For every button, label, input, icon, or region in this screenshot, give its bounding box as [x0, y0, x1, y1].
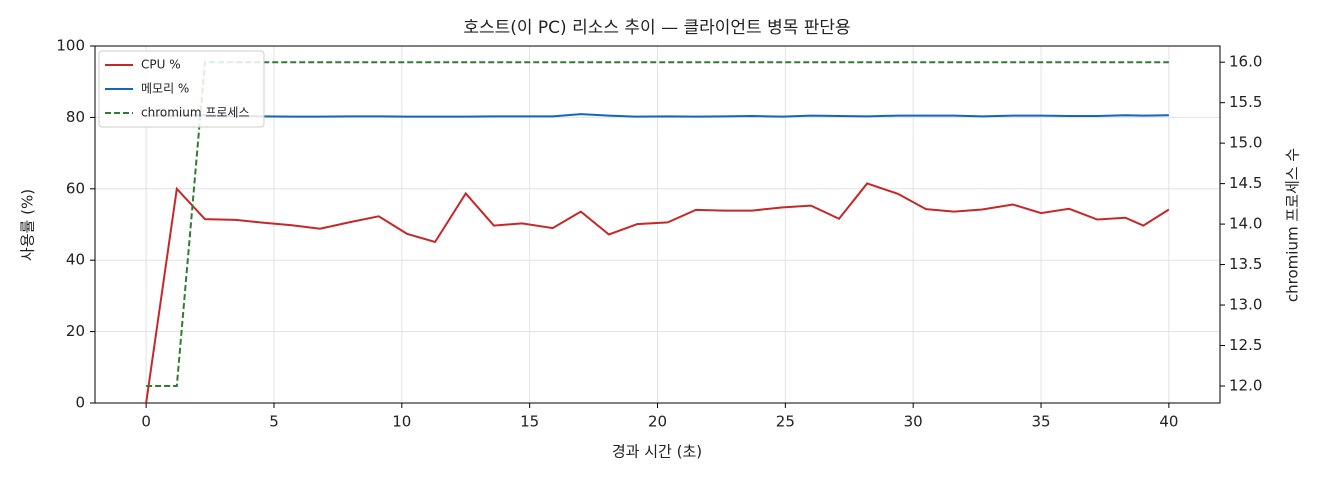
legend-box [98, 50, 265, 128]
plot-frame [94, 45, 1221, 404]
x-tick-label: 35 [1031, 413, 1050, 431]
y2-tick-label: 13.0 [1229, 296, 1262, 314]
x-tick-label: 10 [392, 413, 411, 431]
legend-label: chromium 프로세스 [141, 106, 250, 120]
legend-label: 메모리 % [141, 82, 189, 96]
x-tick-label: 0 [141, 413, 151, 431]
series-line [146, 61, 1169, 387]
y-tick-label: 20 [66, 322, 85, 340]
x-axis-label: 경과 시간 (초) [612, 443, 702, 461]
y2-tick-label: 15.5 [1229, 93, 1262, 111]
y-tick-label: 100 [56, 37, 85, 55]
chart-title: 호스트(이 PC) 리소스 추이 — 클라이언트 병목 판단용 [463, 18, 850, 38]
y2-tick-label: 15.0 [1229, 134, 1262, 152]
y2-tick-label: 12.5 [1229, 336, 1262, 354]
x-tick-label: 15 [520, 413, 539, 431]
legend-label: CPU % [141, 58, 181, 72]
x-tick-label: 20 [648, 413, 667, 431]
series-line [145, 182, 1170, 404]
y-tick-label: 60 [66, 179, 85, 197]
x-tick-label: 30 [904, 413, 923, 431]
series-line [146, 113, 1169, 118]
y2-tick-label: 12.0 [1229, 377, 1262, 395]
y-tick-label: 40 [66, 251, 85, 269]
y2-axis-label: chromium 프로세스 수 [1284, 148, 1302, 302]
y2-tick-label: 13.5 [1229, 255, 1262, 273]
x-tick-label: 25 [776, 413, 795, 431]
y-tick-label: 80 [66, 108, 85, 126]
x-tick-label: 40 [1159, 413, 1178, 431]
y-tick-label: 0 [75, 394, 85, 412]
y2-tick-label: 14.0 [1229, 215, 1262, 233]
y2-tick-label: 16.0 [1229, 53, 1262, 71]
x-tick-label: 5 [269, 413, 279, 431]
y2-tick-label: 14.5 [1229, 174, 1262, 192]
y-axis-label: 사용률 (%) [19, 189, 37, 261]
